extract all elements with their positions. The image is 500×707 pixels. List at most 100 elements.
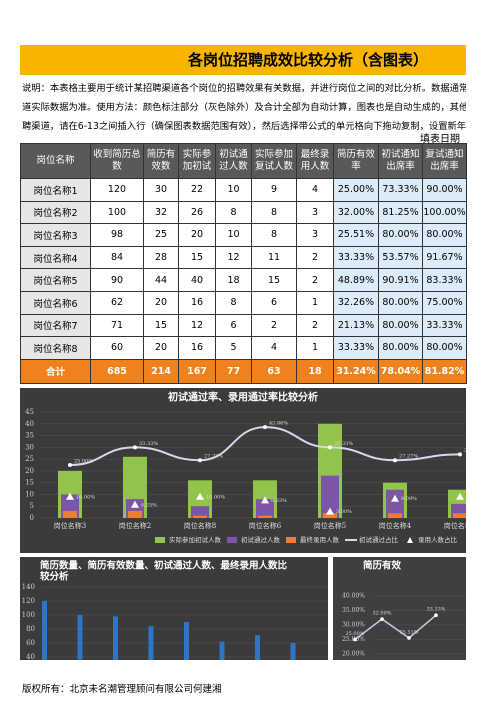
header-cell: 最终录用人数 bbox=[296, 143, 334, 179]
line-point bbox=[328, 445, 332, 450]
total-cell: 31.24% bbox=[333, 358, 379, 384]
bar bbox=[193, 515, 207, 518]
date-label: 填表日期 bbox=[420, 134, 460, 145]
line-point bbox=[353, 637, 357, 642]
cell: 6 bbox=[215, 313, 252, 338]
y-tick-label: 35 bbox=[25, 432, 34, 440]
data-label: 32.00% bbox=[372, 611, 391, 617]
line-point bbox=[133, 445, 137, 450]
chart-background bbox=[20, 388, 466, 553]
cell: 83.33% bbox=[422, 268, 467, 292]
legend-label: 初试通过人数 bbox=[241, 535, 281, 544]
row: 岗位名称7 71 15 12 6 2 2 21.13% 80.00% 33.33% bbox=[20, 313, 467, 338]
cell: 12 bbox=[178, 313, 216, 338]
row: 岗位名称1 120 30 22 10 9 4 25.00% 73.33% 90.00% bbox=[20, 178, 467, 202]
row: 岗位名称6 62 20 16 8 6 1 32.26% 80.00% 75.00% bbox=[20, 290, 467, 315]
cell: 2 bbox=[296, 268, 334, 292]
y-tick-label: 30.00% bbox=[342, 621, 365, 628]
header-cell: 初试通知出席率 bbox=[378, 143, 423, 179]
cell: 5 bbox=[215, 336, 252, 360]
line bbox=[354, 614, 437, 641]
cell: 33.33% bbox=[422, 313, 467, 338]
chart-title: 较分析 bbox=[40, 571, 69, 583]
cell: 91.67% bbox=[422, 245, 467, 270]
header-cell: 实际参加初试 bbox=[178, 143, 216, 179]
footer: 版权所有：北京未名潮管理顾问有限公司何建湘 bbox=[22, 684, 222, 695]
cell: 岗位名称5 bbox=[20, 268, 91, 292]
marker bbox=[131, 500, 139, 508]
cell: 9 bbox=[251, 178, 297, 202]
marker bbox=[391, 494, 399, 502]
y-tick-label: 80 bbox=[26, 625, 35, 633]
data-label: 27.27% bbox=[204, 454, 223, 460]
header-cell: 岗位名称 bbox=[20, 143, 91, 179]
row: 岗位名称8 60 20 16 5 4 1 33.33% 80.00% 80.00% bbox=[20, 336, 467, 360]
total-cell: 167 bbox=[178, 358, 216, 384]
cell: 11 bbox=[251, 245, 297, 270]
bar bbox=[256, 499, 274, 518]
y-tick-label: 100 bbox=[22, 611, 35, 619]
cell: 20 bbox=[143, 290, 179, 315]
y-tick-label: 15 bbox=[25, 479, 34, 487]
data-label: 42.86% bbox=[269, 421, 288, 427]
total-cell: 78.04% bbox=[378, 358, 423, 384]
cell: 21.13% bbox=[333, 313, 379, 338]
line-point bbox=[198, 458, 202, 463]
data-label: 25.51% bbox=[399, 629, 418, 635]
cell: 10 bbox=[215, 178, 252, 202]
x-tick-label: 岗位名称7 bbox=[444, 521, 466, 530]
description-line: 道实际数据为准。使用方法：颜色标注部分（灰色除外）及合计全部为自动计算，图表也是… bbox=[22, 102, 466, 113]
y-tick-label: 40.00% bbox=[342, 592, 365, 599]
data-label: 3.00% bbox=[336, 509, 352, 515]
legend-key bbox=[286, 537, 296, 543]
chart-title: 简历有效 bbox=[363, 560, 402, 572]
header-row: 岗位名称 收到简历总数 简历有效数 实际参加初试 初试通过人数 实际参加复试人数 最终录用人… bbox=[20, 143, 467, 179]
data-label: 25.00% bbox=[74, 459, 93, 465]
cell: 16 bbox=[178, 336, 216, 360]
header-cell: 简历有效数 bbox=[143, 143, 179, 179]
cell: 岗位名称6 bbox=[20, 290, 91, 315]
title-bar: 各岗位招聘成效比较分析（含图表） bbox=[20, 45, 466, 75]
line-point bbox=[68, 463, 72, 467]
cell: 80.00% bbox=[378, 336, 423, 360]
bar bbox=[388, 513, 402, 518]
data-label: 10.00% bbox=[76, 494, 95, 500]
header-cell: 复试通知出席率 bbox=[422, 143, 467, 179]
cell: 15 bbox=[143, 313, 179, 338]
data-label: 10.00% bbox=[206, 494, 225, 500]
cell: 8 bbox=[251, 223, 297, 247]
cell: 80.00% bbox=[422, 336, 467, 360]
cell: 33.33% bbox=[333, 336, 379, 360]
cell: 81.25% bbox=[378, 200, 423, 225]
table: 岗位名称 收到简历总数 简历有效数 实际参加初试 初试通过人数 实际参加复试人数 最终录用人… bbox=[20, 143, 467, 384]
cell: 90.00% bbox=[422, 178, 467, 202]
cell: 10 bbox=[215, 223, 252, 247]
cell: 18 bbox=[215, 268, 252, 292]
cell: 25.51% bbox=[333, 223, 379, 247]
y-tick-label: 10 bbox=[25, 490, 34, 498]
cell: 80.00% bbox=[378, 223, 423, 247]
data-label: 30.00% bbox=[464, 448, 466, 454]
chart: 简历有效20.00%25.00%30.00%35.00%40.00%25.00%… bbox=[333, 557, 466, 660]
total-cell: 214 bbox=[143, 358, 179, 384]
cell: 90 bbox=[90, 268, 144, 292]
cell: 16 bbox=[178, 290, 216, 315]
cell: 22 bbox=[178, 178, 216, 202]
data-label: 33.33% bbox=[139, 441, 158, 447]
x-tick-label: 岗位名称3 bbox=[54, 521, 86, 530]
description-line: 聘渠道，请在6-13之间插入行（确保图表数据范围有效），然后选择带公式的单元格向… bbox=[22, 121, 466, 132]
cell: 2 bbox=[251, 313, 297, 338]
total-cell: 81.82% bbox=[422, 358, 467, 384]
cell: 100.00% bbox=[422, 200, 467, 225]
bar bbox=[77, 615, 83, 660]
cell: 岗位名称7 bbox=[20, 313, 91, 338]
x-tick-label: 岗位名称8 bbox=[184, 521, 216, 530]
cell: 12 bbox=[215, 245, 252, 270]
data-label: 25.00% bbox=[345, 631, 364, 637]
cell: 33.33% bbox=[333, 245, 379, 270]
cell: 80.00% bbox=[378, 313, 423, 338]
data-label: 8.33% bbox=[271, 498, 287, 504]
bar bbox=[63, 510, 77, 518]
bar bbox=[191, 506, 209, 518]
